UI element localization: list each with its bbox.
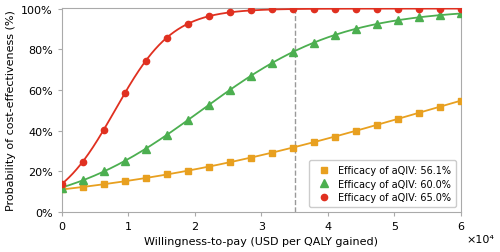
- Efficacy of aQIV: 60.0%: (2.21e+04, 0.526): 60.0%: (2.21e+04, 0.526): [206, 104, 212, 107]
- Efficacy of aQIV: 65.0%: (9.47e+03, 0.584): 65.0%: (9.47e+03, 0.584): [122, 92, 128, 95]
- Efficacy of aQIV: 60.0%: (6.32e+03, 0.199): 60.0%: (6.32e+03, 0.199): [101, 170, 107, 173]
- Efficacy of aQIV: 60.0%: (4.11e+04, 0.87): 60.0%: (4.11e+04, 0.87): [332, 34, 338, 37]
- Legend: Efficacy of aQIV: 56.1%, Efficacy of aQIV: 60.0%, Efficacy of aQIV: 65.0%: Efficacy of aQIV: 56.1%, Efficacy of aQI…: [309, 161, 456, 207]
- Efficacy of aQIV: 65.0%: (1.26e+04, 0.744): 65.0%: (1.26e+04, 0.744): [143, 60, 149, 63]
- Efficacy of aQIV: 56.1%: (4.11e+04, 0.371): 56.1%: (4.11e+04, 0.371): [332, 136, 338, 139]
- Efficacy of aQIV: 56.1%: (9.47e+03, 0.151): 56.1%: (9.47e+03, 0.151): [122, 180, 128, 183]
- Efficacy of aQIV: 65.0%: (3.47e+04, 0.998): 65.0%: (3.47e+04, 0.998): [290, 9, 296, 12]
- Efficacy of aQIV: 56.1%: (6e+04, 0.547): 56.1%: (6e+04, 0.547): [458, 100, 464, 103]
- Efficacy of aQIV: 56.1%: (2.21e+04, 0.223): 56.1%: (2.21e+04, 0.223): [206, 165, 212, 168]
- Efficacy of aQIV: 60.0%: (5.05e+04, 0.943): 60.0%: (5.05e+04, 0.943): [395, 20, 401, 23]
- Efficacy of aQIV: 60.0%: (4.42e+04, 0.901): 60.0%: (4.42e+04, 0.901): [353, 28, 359, 31]
- Efficacy of aQIV: 65.0%: (5.05e+04, 1): 65.0%: (5.05e+04, 1): [395, 8, 401, 11]
- Efficacy of aQIV: 60.0%: (5.68e+04, 0.968): 60.0%: (5.68e+04, 0.968): [437, 15, 443, 18]
- Efficacy of aQIV: 56.1%: (4.74e+04, 0.428): 56.1%: (4.74e+04, 0.428): [374, 124, 380, 127]
- Efficacy of aQIV: 60.0%: (3.16e+04, 0.732): 60.0%: (3.16e+04, 0.732): [269, 62, 275, 65]
- Efficacy of aQIV: 65.0%: (0, 0.137): 65.0%: (0, 0.137): [59, 183, 65, 186]
- Efficacy of aQIV: 65.0%: (3.16e+04, 0.996): 65.0%: (3.16e+04, 0.996): [269, 9, 275, 12]
- Efficacy of aQIV: 56.1%: (3.47e+04, 0.316): 56.1%: (3.47e+04, 0.316): [290, 146, 296, 149]
- Efficacy of aQIV: 60.0%: (5.37e+04, 0.957): 60.0%: (5.37e+04, 0.957): [416, 17, 422, 20]
- Text: ×10⁴: ×10⁴: [466, 235, 494, 244]
- Efficacy of aQIV: 60.0%: (9.47e+03, 0.251): 60.0%: (9.47e+03, 0.251): [122, 160, 128, 163]
- Efficacy of aQIV: 60.0%: (3.47e+04, 0.787): 60.0%: (3.47e+04, 0.787): [290, 51, 296, 54]
- X-axis label: Willingness-to-pay (USD per QALY gained): Willingness-to-pay (USD per QALY gained): [144, 237, 378, 246]
- Efficacy of aQIV: 65.0%: (6.32e+03, 0.404): 65.0%: (6.32e+03, 0.404): [101, 129, 107, 132]
- Y-axis label: Probability of cost-effectiveness (%): Probability of cost-effectiveness (%): [6, 10, 16, 210]
- Efficacy of aQIV: 56.1%: (1.89e+04, 0.203): 56.1%: (1.89e+04, 0.203): [185, 170, 191, 173]
- Efficacy of aQIV: 60.0%: (4.74e+04, 0.924): 60.0%: (4.74e+04, 0.924): [374, 23, 380, 26]
- Efficacy of aQIV: 56.1%: (1.26e+04, 0.167): 56.1%: (1.26e+04, 0.167): [143, 177, 149, 180]
- Efficacy of aQIV: 60.0%: (2.53e+04, 0.6): 60.0%: (2.53e+04, 0.6): [227, 89, 233, 92]
- Efficacy of aQIV: 65.0%: (4.42e+04, 1): 65.0%: (4.42e+04, 1): [353, 8, 359, 11]
- Efficacy of aQIV: 65.0%: (5.68e+04, 1): 65.0%: (5.68e+04, 1): [437, 8, 443, 11]
- Efficacy of aQIV: 56.1%: (4.42e+04, 0.399): 56.1%: (4.42e+04, 0.399): [353, 130, 359, 133]
- Efficacy of aQIV: 65.0%: (1.58e+04, 0.857): 65.0%: (1.58e+04, 0.857): [164, 37, 170, 40]
- Efficacy of aQIV: 56.1%: (3.16e+03, 0.122): 56.1%: (3.16e+03, 0.122): [80, 186, 86, 189]
- Efficacy of aQIV: 65.0%: (5.37e+04, 1): 65.0%: (5.37e+04, 1): [416, 8, 422, 11]
- Efficacy of aQIV: 60.0%: (0, 0.12): 60.0%: (0, 0.12): [59, 186, 65, 189]
- Efficacy of aQIV: 56.1%: (0, 0.11): 56.1%: (0, 0.11): [59, 188, 65, 191]
- Efficacy of aQIV: 56.1%: (5.68e+04, 0.517): 56.1%: (5.68e+04, 0.517): [437, 106, 443, 109]
- Efficacy of aQIV: 65.0%: (3.79e+04, 0.999): 65.0%: (3.79e+04, 0.999): [311, 8, 317, 11]
- Efficacy of aQIV: 65.0%: (2.84e+04, 0.991): 65.0%: (2.84e+04, 0.991): [248, 10, 254, 13]
- Efficacy of aQIV: 56.1%: (5.05e+04, 0.458): 56.1%: (5.05e+04, 0.458): [395, 118, 401, 121]
- Efficacy of aQIV: 56.1%: (6.32e+03, 0.136): 56.1%: (6.32e+03, 0.136): [101, 183, 107, 186]
- Efficacy of aQIV: 65.0%: (4.74e+04, 1): 65.0%: (4.74e+04, 1): [374, 8, 380, 11]
- Efficacy of aQIV: 60.0%: (3.16e+03, 0.155): 60.0%: (3.16e+03, 0.155): [80, 179, 86, 182]
- Efficacy of aQIV: 56.1%: (2.53e+04, 0.244): 56.1%: (2.53e+04, 0.244): [227, 161, 233, 164]
- Line: Efficacy of aQIV: 56.1%: Efficacy of aQIV: 56.1%: [58, 98, 464, 193]
- Efficacy of aQIV: 60.0%: (1.26e+04, 0.311): 60.0%: (1.26e+04, 0.311): [143, 147, 149, 150]
- Efficacy of aQIV: 65.0%: (2.21e+04, 0.962): 65.0%: (2.21e+04, 0.962): [206, 16, 212, 19]
- Efficacy of aQIV: 56.1%: (3.16e+04, 0.291): 56.1%: (3.16e+04, 0.291): [269, 151, 275, 154]
- Efficacy of aQIV: 56.1%: (5.37e+04, 0.488): 56.1%: (5.37e+04, 0.488): [416, 112, 422, 115]
- Efficacy of aQIV: 60.0%: (1.89e+04, 0.451): 60.0%: (1.89e+04, 0.451): [185, 119, 191, 122]
- Efficacy of aQIV: 65.0%: (4.11e+04, 1): 65.0%: (4.11e+04, 1): [332, 8, 338, 11]
- Efficacy of aQIV: 60.0%: (3.79e+04, 0.833): 60.0%: (3.79e+04, 0.833): [311, 42, 317, 45]
- Efficacy of aQIV: 65.0%: (3.16e+03, 0.247): 65.0%: (3.16e+03, 0.247): [80, 161, 86, 164]
- Efficacy of aQIV: 65.0%: (2.53e+04, 0.981): 65.0%: (2.53e+04, 0.981): [227, 12, 233, 15]
- Efficacy of aQIV: 60.0%: (6e+04, 0.976): 60.0%: (6e+04, 0.976): [458, 13, 464, 16]
- Efficacy of aQIV: 56.1%: (1.58e+04, 0.184): 56.1%: (1.58e+04, 0.184): [164, 173, 170, 176]
- Efficacy of aQIV: 65.0%: (6e+04, 1): 65.0%: (6e+04, 1): [458, 8, 464, 11]
- Line: Efficacy of aQIV: 60.0%: Efficacy of aQIV: 60.0%: [58, 11, 465, 192]
- Efficacy of aQIV: 56.1%: (3.79e+04, 0.343): 56.1%: (3.79e+04, 0.343): [311, 141, 317, 144]
- Line: Efficacy of aQIV: 65.0%: Efficacy of aQIV: 65.0%: [58, 7, 464, 187]
- Efficacy of aQIV: 60.0%: (1.58e+04, 0.379): 60.0%: (1.58e+04, 0.379): [164, 134, 170, 137]
- Efficacy of aQIV: 60.0%: (2.84e+04, 0.669): 60.0%: (2.84e+04, 0.669): [248, 75, 254, 78]
- Efficacy of aQIV: 65.0%: (1.89e+04, 0.925): 65.0%: (1.89e+04, 0.925): [185, 23, 191, 26]
- Efficacy of aQIV: 56.1%: (2.84e+04, 0.267): 56.1%: (2.84e+04, 0.267): [248, 156, 254, 160]
